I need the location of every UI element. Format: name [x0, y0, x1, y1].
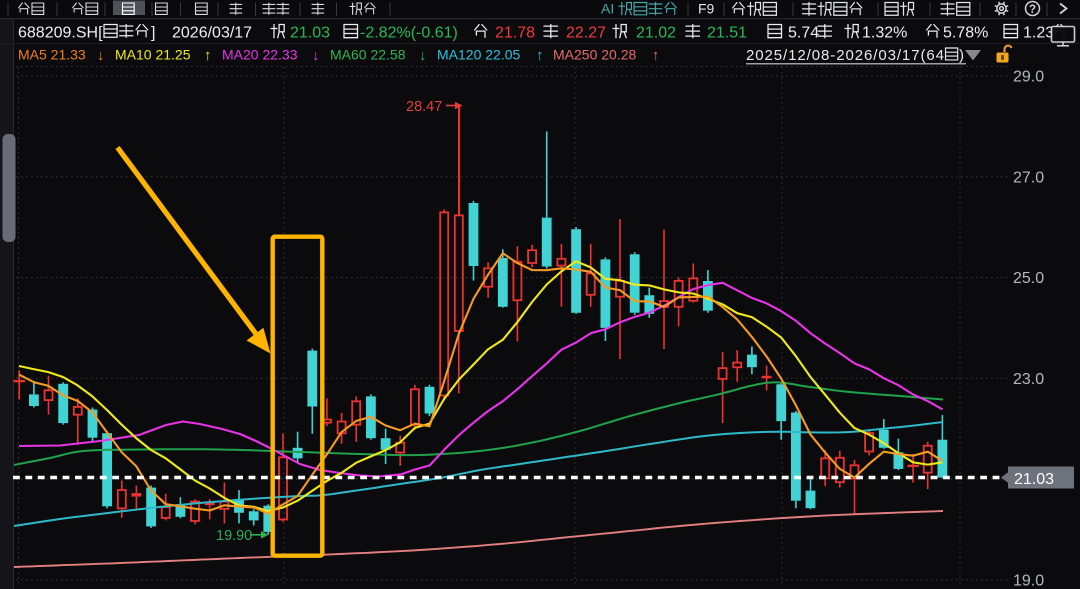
svg-text:688209.SH[: 688209.SH[	[18, 24, 103, 41]
svg-text:]: ]	[151, 24, 155, 41]
svg-text:): )	[959, 47, 964, 64]
svg-text:?: ?	[1029, 4, 1036, 16]
svg-text:23.0: 23.0	[1013, 371, 1044, 388]
svg-text:MA5 21.33: MA5 21.33	[18, 46, 86, 62]
svg-text:22.27: 22.27	[566, 24, 606, 41]
svg-text:↓: ↓	[419, 47, 427, 64]
svg-text:19.0: 19.0	[1013, 572, 1044, 589]
svg-text:1.32%: 1.32%	[862, 24, 907, 41]
svg-text:↓: ↓	[97, 47, 105, 64]
svg-text:MA250 20.28: MA250 20.28	[553, 46, 636, 62]
svg-text:21.03: 21.03	[1014, 471, 1054, 488]
svg-text:2026/03/17: 2026/03/17	[172, 24, 252, 41]
svg-text:↓: ↓	[312, 47, 320, 64]
svg-text:27.0: 27.0	[1013, 169, 1044, 186]
svg-text:5.74: 5.74	[788, 24, 819, 41]
svg-text:AI: AI	[601, 1, 614, 17]
svg-text:MA60 22.58: MA60 22.58	[330, 46, 406, 62]
svg-text:21.03: 21.03	[290, 24, 330, 41]
svg-text:21.02: 21.02	[636, 24, 676, 41]
svg-text:19.90: 19.90	[216, 528, 252, 544]
svg-text:↑: ↑	[536, 47, 544, 64]
svg-text:21.78: 21.78	[495, 24, 535, 41]
svg-text:↑: ↑	[652, 47, 660, 64]
svg-text:21.51: 21.51	[707, 24, 747, 41]
svg-text:5.78%: 5.78%	[943, 24, 988, 41]
svg-text:↑: ↑	[204, 47, 212, 64]
svg-text:MA120 22.05: MA120 22.05	[437, 46, 520, 62]
svg-text:F9: F9	[698, 1, 715, 17]
svg-text:28.47: 28.47	[406, 99, 442, 115]
svg-text:1.23: 1.23	[1023, 24, 1054, 41]
svg-text:25.0: 25.0	[1013, 270, 1044, 287]
svg-text:29.0: 29.0	[1013, 69, 1044, 86]
svg-text:MA10 21.25: MA10 21.25	[115, 46, 191, 62]
svg-text:-2.82%(-0.61): -2.82%(-0.61)	[360, 24, 458, 41]
svg-text:2025/12/08-2026/03/17(64: 2025/12/08-2026/03/17(64	[746, 47, 945, 64]
svg-text:MA20 22.33: MA20 22.33	[222, 46, 298, 62]
